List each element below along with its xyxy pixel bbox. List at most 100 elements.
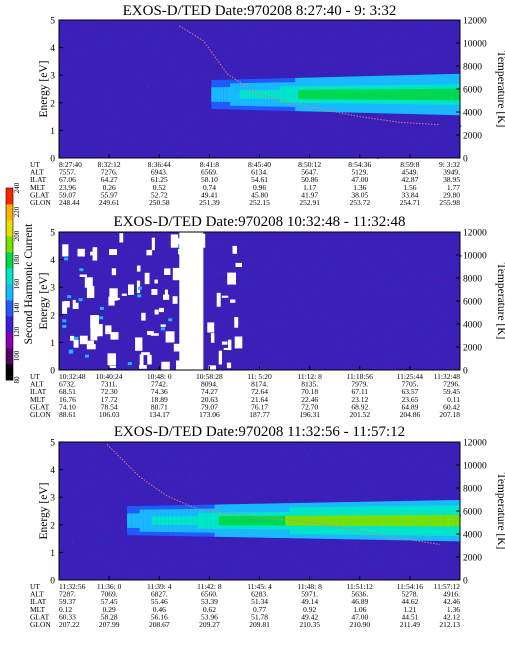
energy-tick-label: 0 <box>50 577 55 587</box>
temperature-axis-label: Temperature [K] <box>495 51 505 128</box>
ephemeris-row-label: ILAT <box>30 597 47 606</box>
temperature-tick-label: 4000 <box>463 531 482 541</box>
energy-tick-label: 4 <box>50 256 55 266</box>
panel-2 <box>58 231 462 380</box>
ephemeris-row-label: MLT <box>30 395 46 404</box>
ephemeris-value: 7069. <box>101 590 118 599</box>
ephemeris-value: 211.49 <box>400 620 421 629</box>
ephemeris-value: 68.92 <box>351 402 368 411</box>
ephemeris-value: 252.15 <box>249 198 270 207</box>
ephemeris-row-label: ILAT <box>30 175 47 184</box>
ephemeris-value: 106.03 <box>99 410 120 419</box>
colorbar-tick-label: 100 <box>13 350 21 361</box>
ephemeris-value: 10:40:24 <box>96 372 123 381</box>
ephemeris-value: 49.41 <box>201 190 218 199</box>
ephemeris-value: 201.52 <box>349 410 370 419</box>
energy-axis-label: Energy [eV] <box>38 61 50 118</box>
ephemeris-value: 7296. <box>443 380 460 389</box>
ephemeris-value: 47.00 <box>351 175 368 184</box>
ephemeris-value: 55.97 <box>101 190 118 199</box>
ephemeris-value: 11:32:56 <box>59 582 86 591</box>
temperature-tick-label: 12000 <box>463 439 487 449</box>
ephemeris-value: 53.39 <box>201 597 218 606</box>
ephemeris-value: 23.65 <box>401 395 418 404</box>
ephemeris-row-label: GLON <box>30 410 51 419</box>
ephemeris-value: 4549. <box>401 168 418 177</box>
ephemeris-value: 21.64 <box>251 395 268 404</box>
ephemeris-value: 7705. <box>401 380 418 389</box>
ephemeris-value: 72.30 <box>101 387 118 396</box>
panel-title: EXOS-D/TED Date:970208 11:32:56 - 11:57:… <box>114 424 405 440</box>
energy-tick-label: 1 <box>50 127 55 137</box>
ephemeris-value: 49.42 <box>301 612 318 621</box>
ephemeris-value: 1.77 <box>447 183 460 192</box>
colorbar-swatch <box>6 220 13 237</box>
ephemeris-row-label: ILAT <box>30 387 47 396</box>
ephemeris-value: 212.13 <box>439 620 460 629</box>
ephemeris-row-label: UT <box>30 372 40 381</box>
colorbar-swatch <box>6 300 13 317</box>
ephemeris-value: 11:51:12 <box>347 582 374 591</box>
ephemeris-value: 1.56 <box>403 183 416 192</box>
ephemeris-row-label: MLT <box>30 605 46 614</box>
ephemeris-value: 61.25 <box>151 175 168 184</box>
ephemeris-value: 209.81 <box>249 620 270 629</box>
panel-title: EXOS-D/TED Date:970208 10:32:48 - 11:32:… <box>114 214 406 230</box>
temperature-tick-label: 12000 <box>463 17 487 27</box>
energy-tick-label: 3 <box>50 494 55 504</box>
ephemeris-value: 23.96 <box>59 183 76 192</box>
temperature-axis-label: Temperature [K] <box>495 263 505 340</box>
ephemeris-value: 11:54:16 <box>397 582 424 591</box>
energy-tick-label: 3 <box>50 72 55 82</box>
ephemeris-value: 204.86 <box>400 410 421 419</box>
ephemeris-value: 78.54 <box>101 402 118 411</box>
colorbar-tick-label: 160 <box>13 278 21 289</box>
ephemeris-value: 255.98 <box>439 198 460 207</box>
energy-band <box>127 499 461 542</box>
ephemeris-value: 0.52 <box>153 183 166 192</box>
ephemeris-value: 64.27 <box>101 175 118 184</box>
ephemeris-value: 46.89 <box>351 597 368 606</box>
ephemeris-value: 1.36 <box>353 183 366 192</box>
energy-tick-label: 2 <box>50 521 55 531</box>
temperature-tick-label: 8000 <box>463 275 482 285</box>
ephemeris-value: 55.46 <box>151 597 168 606</box>
panel-title: EXOS-D/TED Date:970208 8:27:40 - 9: 3:32 <box>123 3 397 19</box>
ephemeris-value: 54.61 <box>251 175 268 184</box>
ephemeris-value: 0.92 <box>303 605 316 614</box>
colorbar-swatch <box>6 188 13 205</box>
ephemeris-value: 8:45:40 <box>248 160 271 169</box>
ephemeris-row-label: ALT <box>30 380 44 389</box>
ephemeris-value: 11:32:48 <box>434 372 461 381</box>
ephemeris-value: 38.95 <box>443 175 460 184</box>
ephemeris-value: 210.90 <box>349 620 370 629</box>
ephemeris-value: 11:45: 4 <box>247 582 272 591</box>
ephemeris-value: 248.44 <box>59 198 80 207</box>
ephemeris-value: 1.17 <box>303 183 316 192</box>
temperature-tick-label: 2000 <box>463 132 482 142</box>
ephemeris-value: 7311. <box>101 380 118 389</box>
temperature-tick-label: 12000 <box>463 229 487 239</box>
ephemeris-value: 207.22 <box>59 620 80 629</box>
energy-tick-label: 4 <box>50 466 55 476</box>
temperature-tick-label: 10000 <box>463 40 487 50</box>
energy-tick-label: 2 <box>50 99 55 109</box>
ephemeris-value: 0.96 <box>253 183 266 192</box>
ephemeris-value: 11:39: 4 <box>147 582 172 591</box>
ephemeris-value: 10:32:48 <box>59 372 86 381</box>
ephemeris-value: 8:41:8 <box>200 160 219 169</box>
colorbar-tick-label: 200 <box>13 230 21 241</box>
colorbar-swatch <box>6 284 13 301</box>
ephemeris-value: 68.51 <box>59 387 76 396</box>
ephemeris-value: 45.80 <box>251 190 268 199</box>
energy-tick-label: 5 <box>50 229 55 239</box>
ephemeris-value: 6283. <box>251 590 268 599</box>
ephemeris-value: 7979. <box>351 380 368 389</box>
colorbar-tick-label: 140 <box>13 302 21 313</box>
temperature-tick-label: 2000 <box>463 554 482 564</box>
ephemeris-value: 59.37 <box>59 597 76 606</box>
ephemeris-value: 47.00 <box>351 612 368 621</box>
temperature-tick-label: 0 <box>463 577 468 587</box>
ephemeris-row-label: ALT <box>30 590 44 599</box>
ephemeris-value: 10:58:28 <box>196 372 223 381</box>
